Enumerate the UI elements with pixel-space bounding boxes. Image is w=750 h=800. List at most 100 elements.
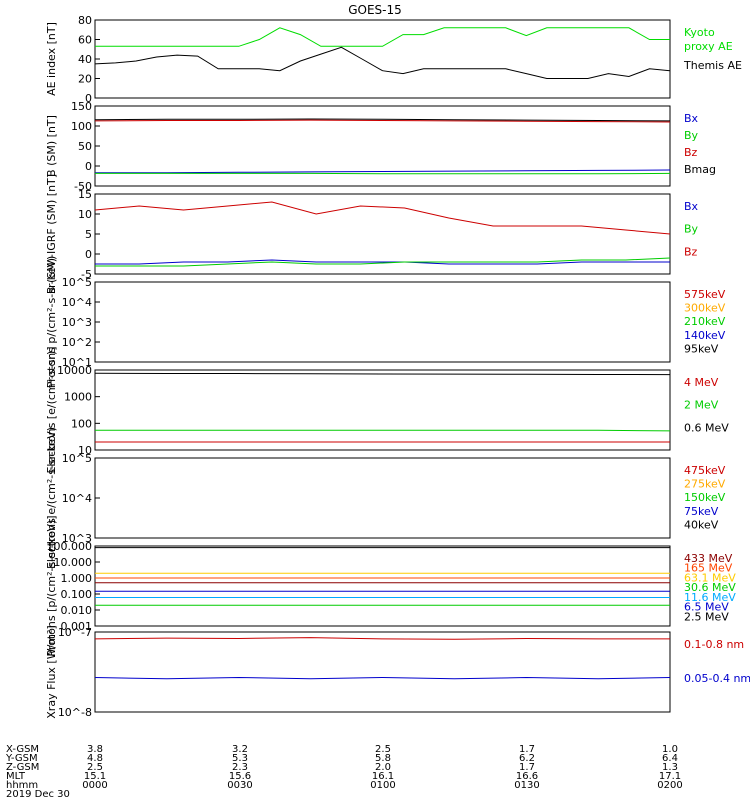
y-tick-label: 1.000 [61,572,93,585]
y-axis-label: Electrons e/(cm²-s-sr-keV) [45,427,58,569]
legend-entry: proxy AE [684,40,733,53]
footer-row-label: Y-GSM [5,753,38,764]
y-tick-label: 10 [78,444,92,457]
footer-cell: 1.7 [519,762,535,773]
legend-entry: 475keV [684,464,726,477]
y-tick-label: -5 [81,268,92,281]
footer-cell: 17.1 [659,771,681,782]
y-tick-label: -50 [74,180,92,193]
footer-cell: 15.1 [84,771,106,782]
panel-frame [94,545,671,627]
y-tick-label: 80 [78,14,92,27]
y-tick-label: 10^2 [62,336,92,349]
legend-entry: 275keV [684,478,726,491]
panel-frame [94,19,671,99]
legend-entry: Bz [684,146,698,159]
panels: 0 20 40 60 80 AE index [nT] Kyoto Themis AE prox… [45,14,750,719]
legend-entry: 2.5 MeV [684,610,729,623]
y-tick-label: 5 [85,228,92,241]
series-line [94,676,671,680]
legend-entry: Bmag [684,163,716,176]
legend-entry: Kyoto [684,26,715,39]
footer-cell: 16.1 [372,771,394,782]
y-axis-label: B (SM) [nT] [45,115,58,177]
footer-cell: 1.7 [519,744,535,755]
panel-frame [94,631,671,713]
footer-cell: 15.6 [229,771,251,782]
footer-cell: 2.3 [232,762,248,773]
footer-row-label: X-GSM [6,744,39,755]
y-tick-label: 10^4 [62,296,92,309]
y-tick-label: 0 [85,248,92,261]
legend-entry: 2 MeV [684,399,719,412]
footer-row-label: hhmm [6,780,38,791]
series-line [95,259,670,265]
panel-2: -50 0 50 100 150 B (SM) [nT] Bx By Bz Bmag [45,100,716,193]
footer-cell: 6.4 [662,753,678,764]
footer-cell: 2.0 [375,762,391,773]
series-line [95,429,671,432]
legend-entry: 433 MeV [684,552,733,565]
y-tick-label: 10^1 [62,356,92,369]
footer-cell: 6.2 [519,753,535,764]
legend-entry: By [684,223,699,236]
legend-entry: 6.5 MeV [684,601,729,614]
series-line [94,118,671,122]
y-tick-label: 10^-8 [58,706,92,719]
footer-cell: 0000 [82,780,107,791]
y-tick-label: 10^-7 [58,626,92,639]
y-axis-label: AE index [nT] [45,22,58,96]
panel-frame [94,369,671,451]
y-tick-label: 60 [78,34,92,47]
legend-entry: 150keV [684,491,726,504]
legend-entry: 575keV [684,288,726,301]
series-line [94,637,670,640]
footer-cell: 1.3 [662,762,678,773]
y-axis-label: Protons [p/(cm²-s-sr-keV)] [45,515,58,656]
legend-entry: 63.1 MeV [684,571,736,584]
legend-entry: Bx [684,200,699,213]
y-tick-label: 100.000 [47,540,93,553]
footer-cell: 5.3 [232,753,248,764]
y-tick-label: 100 [71,417,92,430]
footer-cell: 1.0 [662,744,678,755]
footer-cell: 4.8 [87,753,103,764]
panel-frame [94,457,671,539]
y-axis-label: Xray Flux [W/m²] [45,625,58,718]
y-tick-label: 10^5 [62,452,92,465]
y-tick-label: 50 [78,140,92,153]
footer-cell: 2.5 [375,744,391,755]
y-axis-label: B (SM)-IGRF (SM) [nT] [45,174,58,294]
footer-row-label: MLT [6,771,26,782]
legend-entry: 0.6 MeV [684,421,729,434]
legend-entry: 0.05-0.4 nm [684,672,750,685]
series-line [95,27,670,47]
footer-row-label: 2019 Dec 30 [6,789,70,800]
footer-cell: 2.5 [87,762,103,773]
y-tick-label: 10^5 [62,276,92,289]
panel-6: 10^3 10^4 10^5 Electrons e/(cm²-s-sr-keV) 47… [45,427,726,569]
legend-entry: Bz [684,245,698,258]
y-tick-label: 10000 [57,364,92,377]
series-line [94,46,671,79]
y-tick-label: 15 [78,188,92,201]
y-tick-label: 0.001 [61,620,93,633]
legend-entry: By [684,129,699,142]
y-tick-label: 10^3 [62,532,92,545]
figure-title: GOES-15 [348,3,402,17]
footer-row-label: Z-GSM [6,762,39,773]
panel-4: 10^1 10^2 10^3 10^4 10^5 Protons p/(cm²-s-sr-… [45,256,726,389]
y-tick-label: 10 [78,208,92,221]
legend-entry: 165 MeV [684,562,733,575]
legend-entry: Themis AE [683,59,742,72]
y-axis-label: Protons p/(cm²-s-sr-keV) [45,256,58,389]
y-tick-label: 100 [71,120,92,133]
footer-cell: 16.6 [516,771,538,782]
footer-cell: 0200 [657,780,682,791]
legend-entry: 95keV [684,342,719,355]
legend-entry: 40keV [684,518,719,531]
